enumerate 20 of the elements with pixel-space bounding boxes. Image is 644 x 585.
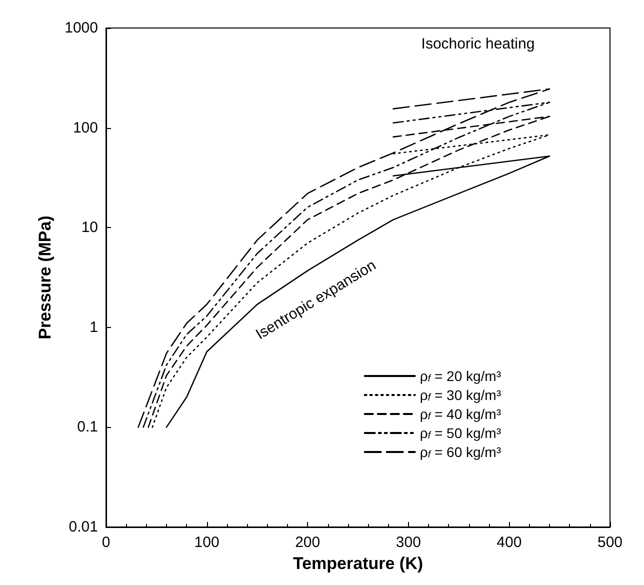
legend-label: ρf = 40 kg/m³ bbox=[420, 406, 502, 422]
legend-label: ρf = 30 kg/m³ bbox=[420, 387, 502, 404]
x-axis-title: Temperature (K) bbox=[292, 554, 424, 573]
x-tick-label: 400 bbox=[496, 534, 522, 551]
y-axis-title: Pressure (MPa) bbox=[36, 216, 55, 340]
y-tick-label: 0.1 bbox=[77, 418, 98, 436]
y-tick-label: 10 bbox=[81, 219, 98, 236]
x-tick-label: 100 bbox=[194, 534, 220, 551]
x-tick-label: 200 bbox=[295, 534, 320, 551]
y-tick-label: 1 bbox=[90, 318, 98, 336]
x-tick-label: 500 bbox=[597, 534, 623, 551]
legend-label: ρf = 50 kg/m³ bbox=[420, 425, 502, 442]
x-tick-label: 0 bbox=[102, 534, 110, 551]
x-tick-label: 300 bbox=[396, 534, 421, 551]
y-tick-label: 0.01 bbox=[68, 518, 98, 536]
legend-label: ρf = 20 kg/m³ bbox=[420, 368, 502, 384]
annotation: Isochoric heating bbox=[421, 36, 535, 52]
y-tick-label: 1000 bbox=[64, 20, 98, 36]
y-tick-label: 100 bbox=[72, 119, 98, 136]
legend-label: ρf = 60 kg/m³ bbox=[420, 444, 502, 460]
